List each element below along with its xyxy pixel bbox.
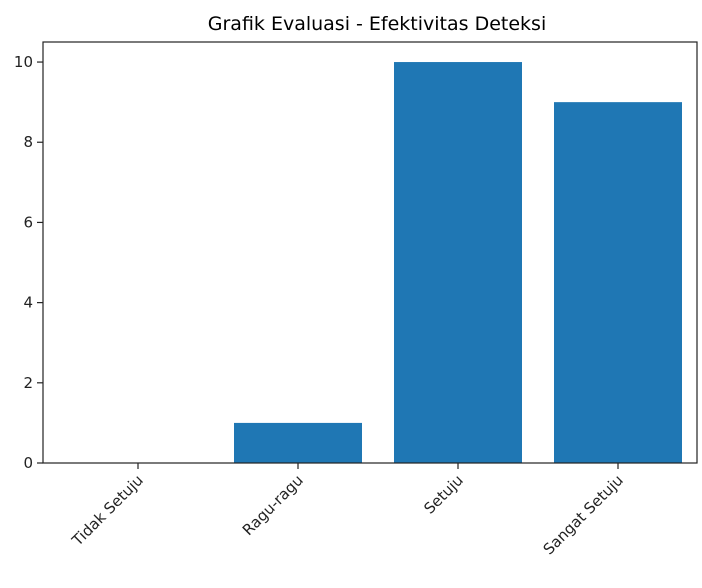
y-axis-ticks: 0 2 4 6 8 10 [14, 53, 43, 472]
bar-ragu-ragu [234, 422, 362, 463]
bars-group [234, 62, 682, 464]
x-tick-label: Setuju [420, 471, 467, 518]
y-tick-label: 4 [23, 294, 33, 312]
y-tick-label: 8 [23, 133, 33, 151]
bar-sangat-setuju [554, 102, 682, 464]
y-tick-label: 10 [14, 53, 33, 71]
x-axis-ticks: Tidak Setuju Ragu-ragu Setuju Sangat Setuju [68, 463, 627, 558]
plot-frame [42, 41, 698, 464]
x-tick-label: Ragu-ragu [239, 471, 307, 539]
bar-setuju [394, 62, 522, 464]
x-tick-label: Tidak Setuju [68, 471, 147, 550]
y-tick-label: 2 [23, 374, 33, 392]
y-tick-label: 6 [23, 213, 33, 231]
chart-title: Grafik Evaluasi - Efektivitas Deteksi [208, 13, 546, 35]
x-tick-label: Sangat Setuju [540, 471, 627, 558]
y-tick-label: 0 [23, 454, 33, 472]
